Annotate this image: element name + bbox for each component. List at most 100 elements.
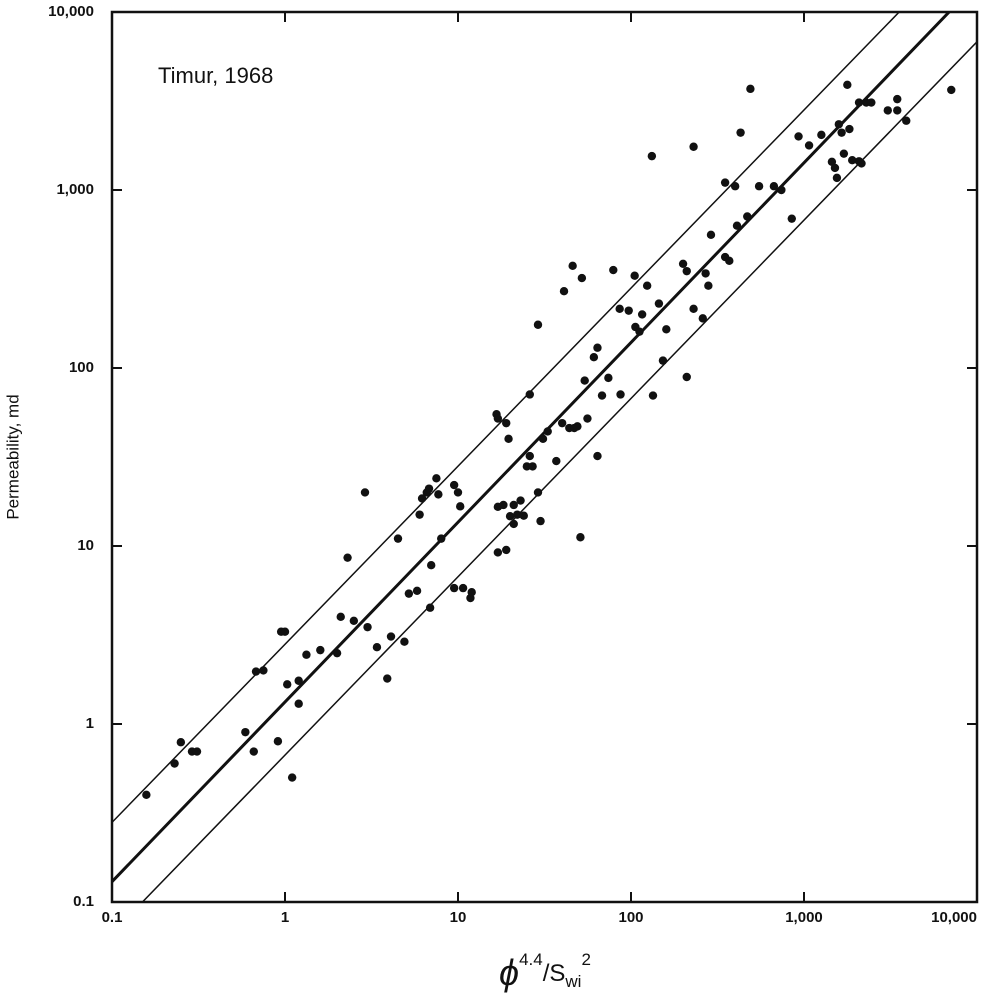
data-point <box>883 106 892 115</box>
data-point <box>383 674 392 683</box>
data-point <box>704 281 713 290</box>
data-point <box>493 414 503 423</box>
data-point <box>609 265 618 275</box>
x-axis-label-part: 2 <box>581 950 590 969</box>
plot-frame <box>110 10 979 904</box>
data-point <box>604 373 613 383</box>
data-point <box>259 666 268 675</box>
data-point <box>516 496 525 505</box>
y-tick-label: 100 <box>69 359 94 376</box>
trend-line <box>141 41 977 902</box>
data-point <box>573 422 582 431</box>
data-point <box>576 533 585 542</box>
data-point <box>360 488 370 497</box>
data-point <box>867 98 876 107</box>
data-point <box>730 182 740 191</box>
data-point <box>642 281 652 290</box>
data-point <box>658 356 668 365</box>
data-point <box>557 418 567 428</box>
data-point <box>456 502 465 511</box>
data-point <box>682 266 691 276</box>
data-point <box>287 773 297 782</box>
data-point <box>689 304 698 314</box>
x-tick-label: 100 <box>618 909 643 926</box>
y-tick-label: 10,000 <box>48 3 94 20</box>
data-point <box>142 790 151 800</box>
data-point <box>706 230 716 240</box>
data-point <box>504 434 513 444</box>
x-axis-label-part: ϕ <box>499 952 519 993</box>
data-point <box>280 627 290 636</box>
trend-line <box>112 12 900 823</box>
data-point <box>817 130 826 140</box>
data-point <box>804 141 814 150</box>
y-axis-label: Permeability, md <box>3 394 22 519</box>
data-point <box>583 414 592 423</box>
x-axis-label-part: /S <box>543 960 566 987</box>
data-point <box>533 488 543 497</box>
data-point <box>434 490 443 499</box>
data-point <box>701 269 710 278</box>
data-point <box>502 418 511 428</box>
data-point <box>624 306 633 315</box>
data-point <box>427 561 436 570</box>
data-point <box>678 259 688 268</box>
data-point <box>552 456 561 466</box>
x-tick-label: 0.1 <box>102 909 123 926</box>
data-point <box>170 759 179 768</box>
data-point <box>302 650 311 659</box>
data-point <box>432 474 441 483</box>
data-point <box>336 612 345 622</box>
data-point <box>637 310 647 319</box>
data-point <box>425 603 435 612</box>
data-point <box>294 676 303 685</box>
data-point <box>837 128 846 137</box>
data-point <box>845 124 854 134</box>
data-point <box>769 182 779 191</box>
data-point <box>522 462 532 471</box>
trend-line <box>112 12 951 883</box>
data-point <box>630 271 639 280</box>
data-point <box>453 488 463 497</box>
data-point <box>682 372 691 382</box>
data-point <box>857 159 866 168</box>
y-tick-label: 1 <box>86 715 94 732</box>
data-point <box>525 390 534 399</box>
data-point <box>746 84 755 94</box>
annotation: Timur, 1968 <box>158 63 273 88</box>
x-tick-label: 1 <box>281 909 289 926</box>
data-point <box>528 462 537 471</box>
data-point <box>499 500 508 510</box>
x-axis-label: ϕ4.4/Swi2 <box>499 950 591 992</box>
data-point <box>538 434 548 444</box>
data-point <box>725 256 734 266</box>
y-tick-label: 10 <box>77 537 94 554</box>
data-point <box>493 548 503 557</box>
data-point <box>519 511 528 520</box>
data-point <box>437 534 446 543</box>
data-point <box>458 583 468 593</box>
data-point <box>893 106 902 115</box>
data-point <box>176 738 186 747</box>
data-point <box>417 494 427 503</box>
data-point <box>400 637 409 646</box>
data-point <box>654 299 664 308</box>
data-point <box>834 120 844 129</box>
data-point <box>662 325 671 334</box>
data-point <box>839 149 849 158</box>
x-tick-label: 10 <box>450 909 467 926</box>
data-point <box>615 304 624 314</box>
data-point <box>577 273 587 283</box>
x-axis-label-part: wi <box>564 972 581 991</box>
data-point <box>525 451 534 461</box>
x-tick-label: 1,000 <box>785 909 823 926</box>
data-point <box>412 586 422 596</box>
data-point <box>597 391 607 400</box>
data-point <box>283 680 292 689</box>
data-point <box>502 545 511 555</box>
data-point <box>794 132 803 141</box>
data-point <box>787 214 796 223</box>
y-tick-label: 0.1 <box>73 893 94 910</box>
data-point <box>332 648 342 658</box>
